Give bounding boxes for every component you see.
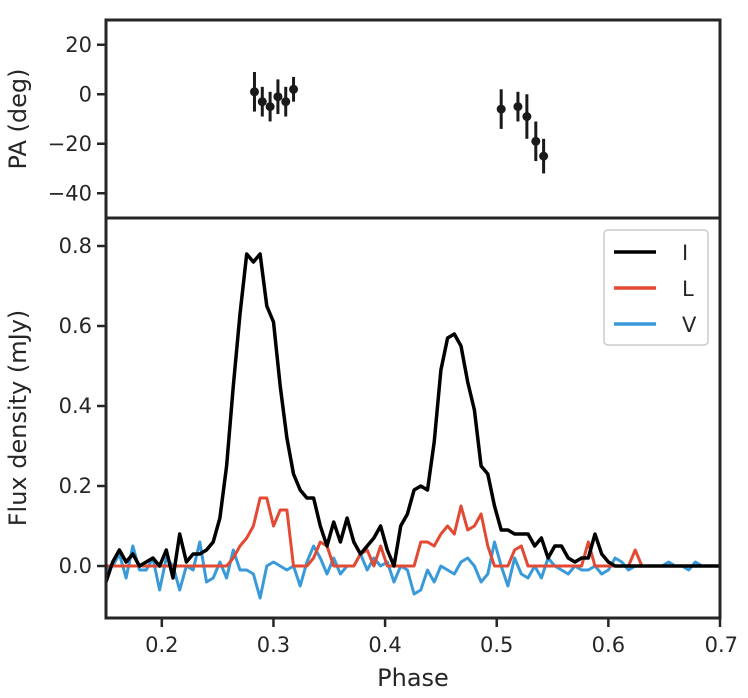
flux-y-tick-label: 0.8 (59, 234, 92, 258)
legend-label-V: V (682, 313, 697, 337)
phase-x-tick-label: 0.4 (368, 633, 401, 657)
pa-panel: 20 0 −20 −40 PA (deg) (4, 18, 722, 220)
pa-data (249, 71, 549, 174)
flux-y-tick-label: 0.2 (59, 474, 92, 498)
flux-y-tick-label: 0.6 (59, 314, 92, 338)
phase-x-tick-label: 0.2 (145, 633, 178, 657)
phase-x-tick-label: 0.6 (592, 633, 625, 657)
flux-y-tick-label: 0.0 (59, 554, 92, 578)
pa-point (539, 151, 549, 161)
pa-point (531, 136, 541, 146)
flux-y-ticks: 0.0 0.2 0.4 0.6 0.8 (59, 234, 106, 578)
flux-axis-label: Flux density (mJy) (4, 310, 32, 527)
pa-point (281, 97, 291, 107)
pa-point (513, 102, 523, 112)
pa-panel-frame (104, 18, 722, 220)
flux-data (104, 252, 720, 600)
legend-label-L: L (682, 277, 694, 301)
legend-label-I: I (682, 241, 688, 265)
pa-y-tick-label: −20 (48, 132, 92, 156)
pa-y-tick-label: 20 (65, 33, 92, 57)
phase-x-tick-label: 0.5 (480, 633, 513, 657)
pa-point (273, 92, 283, 102)
pa-y-ticks: 20 0 −20 −40 (48, 33, 106, 205)
pa-y-tick-label: −40 (48, 181, 92, 205)
legend: ILV (603, 229, 709, 346)
flux-panel-frame (104, 216, 722, 620)
pa-point (249, 87, 259, 97)
phase-axis-label: Phase (377, 664, 449, 692)
series-line-I (104, 252, 720, 583)
flux-panel: 0.0 0.2 0.4 0.6 0.8 0.2 0.3 0.4 0.5 0.6 0.7 Flux … (4, 216, 738, 692)
series-line-L (106, 496, 720, 568)
pa-axis-label: PA (deg) (4, 69, 32, 170)
phase-x-tick-label: 0.7 (705, 633, 738, 657)
phase-x-ticks: 0.2 0.3 0.4 0.5 0.6 0.7 (145, 618, 738, 657)
pa-point (522, 112, 532, 122)
flux-y-tick-label: 0.4 (59, 394, 92, 418)
pa-point (289, 84, 299, 94)
pa-point (265, 102, 275, 112)
pa-y-tick-label: 0 (79, 82, 92, 106)
pa-point (496, 104, 506, 114)
pa-point (257, 97, 267, 107)
phase-x-tick-label: 0.3 (257, 633, 290, 657)
series-line-V (105, 540, 720, 600)
